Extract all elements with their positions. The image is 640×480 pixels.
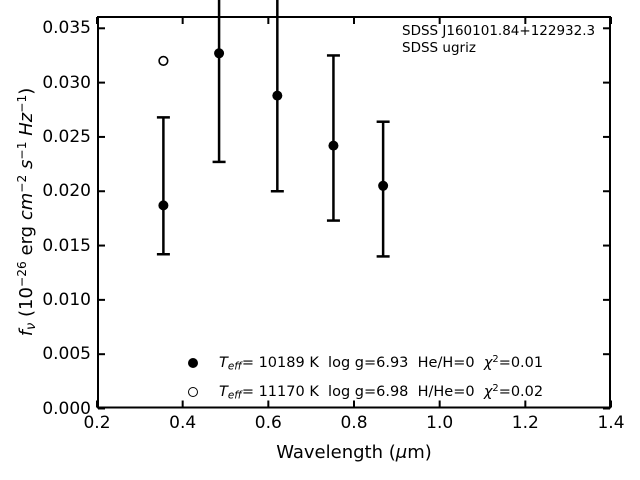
y-tick-label: 0.025 — [42, 126, 91, 147]
y-tick-label: 0.010 — [42, 289, 91, 310]
legend2-chi-val: =0.02 — [498, 383, 544, 400]
data-point-filled — [158, 200, 169, 211]
y-axis-label: fν (10−26 erg cm−2 s−1 Hz−1) — [15, 88, 39, 337]
legend-row-model1: Teff= 10189 K log g=6.93 He/H=0 χ2=0.01 — [188, 353, 543, 373]
x-tick-label: 0.6 — [254, 413, 282, 433]
ylabel-sp1 — [16, 169, 37, 175]
data-point-filled — [272, 90, 283, 101]
legend-row-model2: Teff= 11170 K log g=6.98 H/He=0 χ2=0.02 — [188, 382, 543, 402]
legend2-chi: χ — [483, 383, 493, 400]
legend2-T: T — [219, 383, 228, 400]
x-tick-label: 0.2 — [83, 413, 111, 433]
ylabel-nu: ν — [24, 322, 40, 330]
y-tick-label: 0.005 — [42, 344, 91, 365]
data-point-filled — [214, 48, 225, 59]
xlabel-pre: Wavelength ( — [276, 442, 396, 463]
x-tick-label: 0.8 — [340, 413, 368, 433]
xlabel-mu: μ — [395, 442, 408, 463]
legend-label-model1: Teff= 10189 K log g=6.93 He/H=0 χ2=0.01 — [219, 354, 543, 373]
ylabel-sexp: −1 — [14, 141, 29, 160]
legend-label-model2: Teff= 11170 K log g=6.98 H/He=0 χ2=0.02 — [219, 383, 543, 402]
ylabel-s: s — [15, 159, 37, 169]
data-point-filled — [378, 180, 389, 191]
legend2-eff: eff — [227, 389, 242, 402]
ylabel-open: (10 — [15, 287, 37, 323]
y-tick-label: 0.035 — [42, 18, 91, 39]
legend1-eff: eff — [227, 360, 242, 373]
legend1-T: T — [219, 354, 228, 371]
open-circle-marker — [188, 387, 198, 397]
photometry-system: SDSS ugriz — [402, 40, 476, 56]
y-tick-label: 0.015 — [42, 235, 91, 256]
ylabel-hz: Hz — [15, 112, 37, 136]
legend1-chi-val: =0.01 — [498, 354, 544, 371]
object-name: SDSS J160101.84+122932.3 — [402, 23, 596, 39]
ylabel-sp2 — [16, 136, 37, 142]
legend2-chi-exp: 2 — [492, 382, 499, 394]
x-tick-label: 1.2 — [511, 413, 539, 433]
data-point-open — [158, 55, 169, 66]
ylabel-exp26: −26 — [14, 261, 29, 288]
y-tick-label: 0.000 — [42, 398, 91, 419]
x-tick-label: 1.0 — [426, 413, 454, 433]
xlabel-post: m) — [407, 442, 432, 463]
ylabel-erg: erg — [15, 220, 37, 262]
ylabel-cm: cm — [15, 192, 37, 221]
ylabel-hzexp: −1 — [14, 94, 29, 113]
legend1-chi-exp: 2 — [492, 353, 499, 365]
data-point-filled — [328, 140, 339, 151]
ylabel-cmexp: −2 — [14, 174, 29, 193]
legend1-body: = 10189 K log g=6.93 He/H=0 — [241, 354, 484, 371]
axes-spines — [97, 16, 611, 409]
y-tick-label: 0.030 — [42, 72, 91, 93]
object-annotation: SDSS J160101.84+122932.3 SDSS ugriz — [402, 23, 595, 57]
y-tick-label: 0.020 — [42, 181, 91, 202]
x-tick-label: 0.4 — [169, 413, 197, 433]
x-tick-label: 1.4 — [597, 413, 625, 433]
filled-circle-marker — [188, 358, 198, 368]
ylabel-close: ) — [15, 87, 37, 95]
legend2-body: = 11170 K log g=6.98 H/He=0 — [241, 383, 484, 400]
legend1-chi: χ — [483, 354, 493, 371]
ylabel-f: f — [15, 329, 37, 337]
x-axis-label: Wavelength (μm) — [276, 442, 432, 463]
